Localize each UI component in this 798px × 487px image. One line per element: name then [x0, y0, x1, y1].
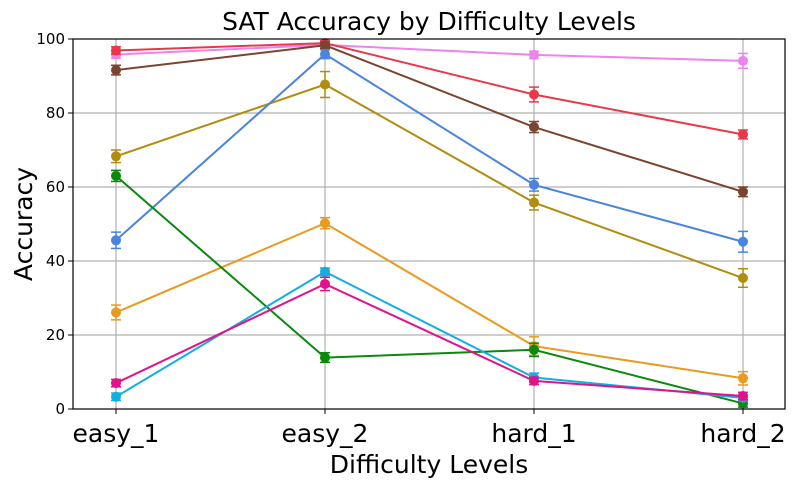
y-tick-label: 80	[46, 104, 65, 122]
data-point	[529, 89, 539, 100]
series-olive-line	[115, 83, 744, 279]
chart-title: SAT Accuracy by Difficulty Levels	[222, 7, 636, 36]
y-axis-ticks: 0 20 40 60 80 100	[36, 30, 73, 418]
data-point	[529, 122, 539, 133]
data-point	[738, 55, 748, 66]
series-red	[111, 38, 748, 140]
y-tick-label: 20	[46, 326, 65, 344]
y-tick-label: 40	[46, 252, 65, 270]
data-point	[738, 129, 748, 140]
data-point	[111, 378, 121, 389]
data-point	[111, 170, 121, 181]
series-red-line	[115, 42, 744, 136]
series-brown-line	[115, 44, 744, 193]
data-point	[320, 40, 330, 51]
data-point	[320, 266, 330, 277]
y-tick-label: 60	[46, 178, 65, 196]
y-tick-label: 0	[55, 400, 65, 418]
series-olive	[111, 70, 748, 289]
series-magenta	[111, 276, 748, 402]
data-point	[738, 273, 748, 284]
data-point	[738, 391, 748, 402]
data-point	[111, 65, 121, 76]
data-point	[738, 186, 748, 197]
series-violet-line	[115, 43, 744, 62]
series-blue-line	[115, 52, 744, 243]
x-tick-label: hard_2	[700, 419, 785, 448]
series-green	[111, 169, 748, 409]
x-tick-label: easy_1	[73, 419, 160, 448]
data-point	[320, 278, 330, 289]
data-point	[320, 352, 330, 363]
data-point	[529, 344, 539, 355]
series-orange-line	[115, 222, 744, 380]
data-point	[111, 307, 121, 318]
data-point	[738, 373, 748, 384]
x-tick-label: easy_2	[282, 419, 369, 448]
data-point	[111, 151, 121, 162]
series-violet	[111, 39, 748, 69]
data-point	[111, 235, 121, 246]
series-magenta-line	[115, 282, 744, 398]
data-point	[320, 49, 330, 60]
data-point	[529, 49, 539, 60]
data-point	[738, 236, 748, 247]
series-brown	[111, 40, 748, 198]
series-green-line	[115, 175, 744, 405]
data-point	[111, 391, 121, 402]
x-axis-ticks: easy_1 easy_2 hard_1 hard_2	[73, 409, 786, 448]
data-point	[529, 375, 539, 386]
series-orange	[111, 216, 748, 386]
y-axis-label: Accuracy	[9, 167, 38, 281]
data-point	[529, 179, 539, 190]
y-tick-label: 100	[36, 30, 65, 48]
x-axis-label: Difficulty Levels	[330, 450, 528, 479]
data-point	[529, 197, 539, 208]
data-point	[111, 45, 121, 56]
plot-frame	[72, 38, 786, 410]
series-blue	[111, 48, 748, 253]
x-tick-label: hard_1	[491, 419, 576, 448]
data-point	[320, 79, 330, 90]
data-point	[320, 218, 330, 229]
series-layer	[111, 38, 748, 409]
